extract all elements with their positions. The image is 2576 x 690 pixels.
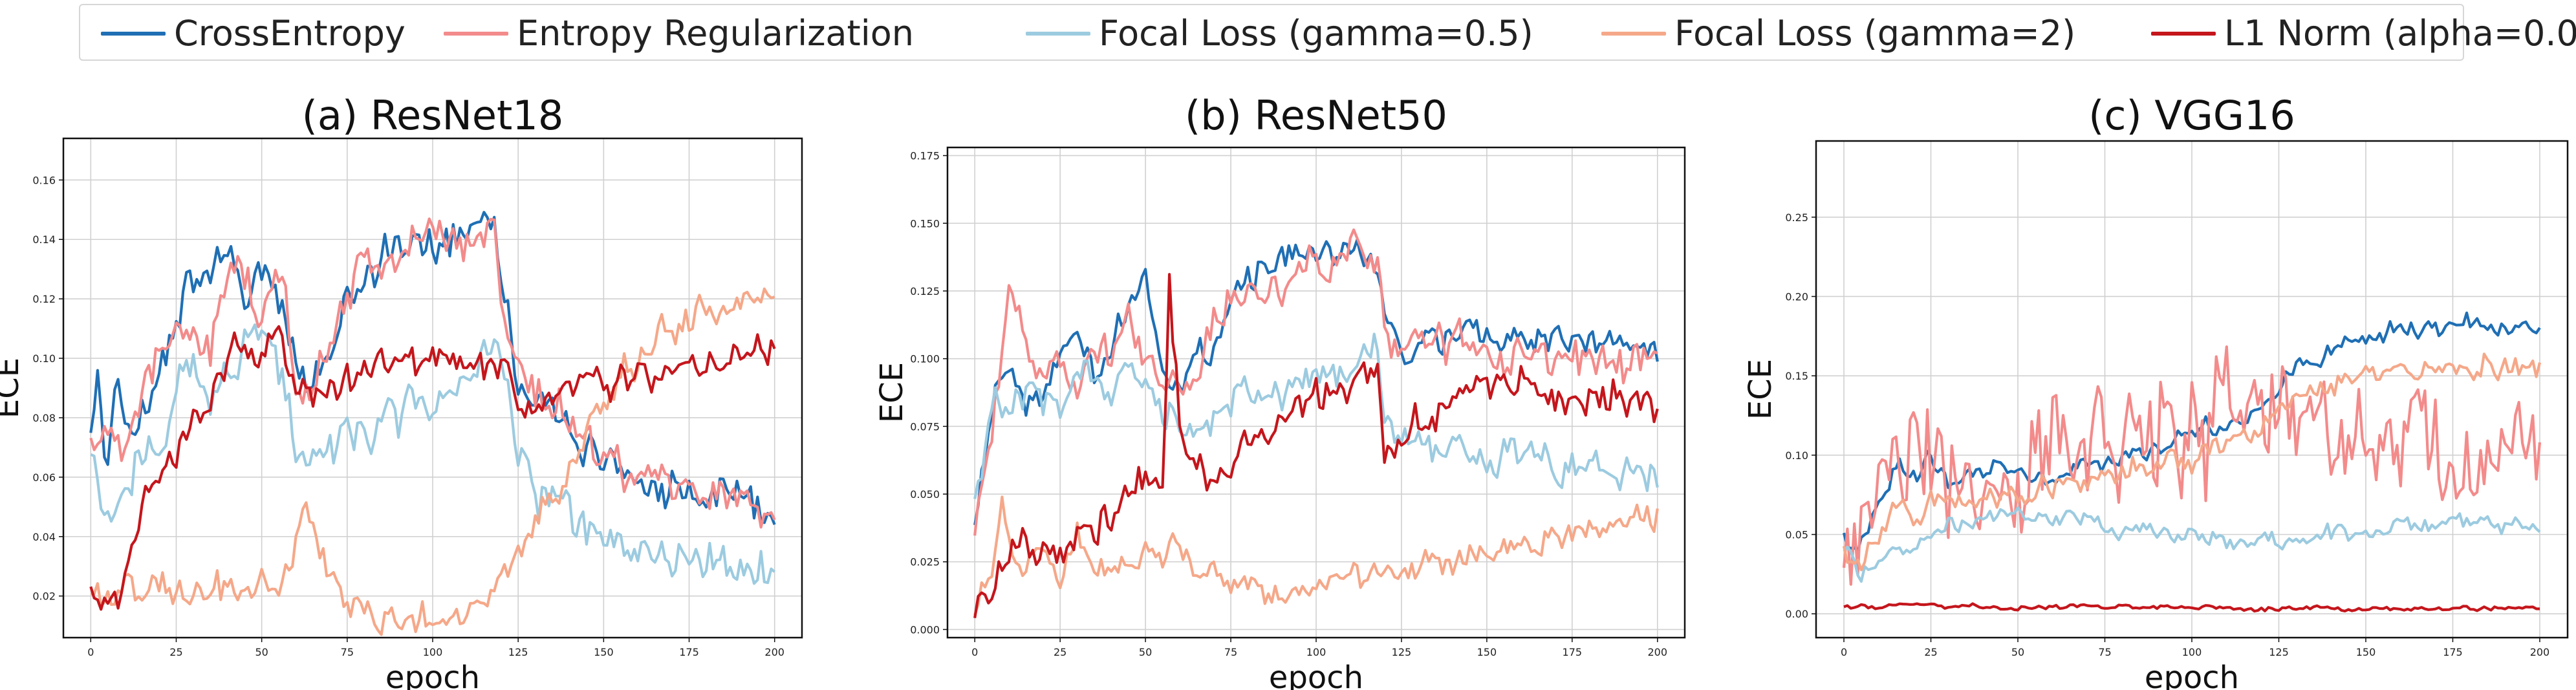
y-tick-label: 0.06 <box>32 471 56 484</box>
x-tick-label: 25 <box>1054 646 1066 658</box>
series-line-1 <box>89 217 776 529</box>
y-tick-label: 0.08 <box>32 412 56 424</box>
y-tick-label: 0.25 <box>1785 211 1808 224</box>
x-tick-label: 25 <box>169 646 182 658</box>
grid <box>63 138 802 638</box>
y-tick-label: 0.050 <box>910 488 940 501</box>
chart-title: (c) VGG16 <box>2088 92 2295 139</box>
y-tick-label: 0.000 <box>910 623 940 636</box>
legend-swatch <box>101 32 166 36</box>
series-line-2 <box>90 323 776 585</box>
legend-label: Entropy Regularization <box>517 13 914 54</box>
x-tick-label: 0 <box>87 646 94 658</box>
x-tick-label: 25 <box>1924 646 1937 658</box>
y-tick-label: 0.20 <box>1785 290 1808 303</box>
legend-swatch <box>2151 32 2216 36</box>
x-tick-label: 75 <box>2098 646 2111 658</box>
x-tick-label: 125 <box>508 646 528 658</box>
y-tick-label: 0.16 <box>32 174 56 186</box>
y-axis-label: ECE <box>0 358 26 418</box>
y-tick-label: 0.15 <box>1785 370 1808 382</box>
y-tick-label: 0.150 <box>910 217 940 230</box>
x-tick-label: 0 <box>971 646 978 658</box>
x-tick-label: 200 <box>2530 646 2550 658</box>
y-tick-label: 0.025 <box>910 556 940 568</box>
legend-label: L1 Norm (alpha=0.05) <box>2224 13 2576 54</box>
y-tick-label: 0.10 <box>32 352 56 365</box>
y-tick-label: 0.00 <box>1785 608 1808 620</box>
chart-panel-c: (c) VGG16 0 25 50 75 100 125 150 175 200 0.00 0.05 0… <box>1742 92 2569 690</box>
legend-label: CrossEntropy <box>174 13 406 54</box>
legend: CrossEntropy Entropy Regularization Focal … <box>79 4 2576 61</box>
x-tick-label: 100 <box>2182 646 2202 658</box>
y-tick-label: 0.02 <box>32 590 56 603</box>
series-line-4 <box>89 325 776 611</box>
series-line-4 <box>1843 602 2540 613</box>
series-line-2 <box>973 332 1659 499</box>
x-axis-label: epoch <box>385 660 480 690</box>
series-line-0 <box>1842 311 2541 553</box>
x-tick-label: 50 <box>1139 646 1152 658</box>
y-axis-label: ECE <box>874 362 910 423</box>
legend-label: Focal Loss (gamma=0.5) <box>1099 13 1533 54</box>
series-line-3 <box>1842 352 2542 572</box>
series-group <box>1842 311 2542 613</box>
x-tick-label: 0 <box>1841 646 1847 658</box>
y-tick-label: 0.175 <box>910 150 940 162</box>
x-tick-label: 100 <box>1306 646 1326 658</box>
y-tick-label: 0.04 <box>32 531 56 543</box>
y-tick-label: 0.12 <box>32 293 56 305</box>
x-tick-label: 125 <box>1392 646 1412 658</box>
y-tick-label: 0.10 <box>1785 449 1808 462</box>
x-axis-label: epoch <box>2145 660 2239 690</box>
x-tick-label: 200 <box>764 646 785 658</box>
y-tick-label: 0.14 <box>32 233 56 246</box>
series-group <box>89 211 776 636</box>
series-line-2 <box>1843 506 2541 583</box>
x-tick-label: 150 <box>1477 646 1497 658</box>
x-tick-label: 125 <box>2269 646 2289 658</box>
series-line-3 <box>973 495 1659 616</box>
series-line-1 <box>1842 345 2542 586</box>
x-tick-label: 150 <box>594 646 614 658</box>
x-tick-label: 175 <box>679 646 699 658</box>
x-tick-label: 100 <box>423 646 443 658</box>
y-tick-label: 0.05 <box>1785 529 1808 541</box>
series-line-3 <box>91 287 775 636</box>
chart-panel-b: (b) ResNet50 0 25 50 75 100 125 150 175 200 0.000 0… <box>874 92 1686 690</box>
y-tick-label: 0.100 <box>910 353 940 365</box>
x-tick-label: 50 <box>255 646 268 658</box>
chart-title: (a) ResNet18 <box>302 92 564 139</box>
series-line-0 <box>89 211 776 525</box>
x-tick-label: 50 <box>2011 646 2024 658</box>
y-tick-label: 0.075 <box>910 420 940 433</box>
legend-swatch <box>1601 32 1666 36</box>
chart-panel-a: (a) ResNet18 0 25 50 75 100 125 150 175 200 0.02 0.… <box>0 92 803 690</box>
series-line-1 <box>973 228 1658 536</box>
x-axis-label: epoch <box>1269 660 1363 690</box>
legend-label: Focal Loss (gamma=2) <box>1674 13 2076 54</box>
legend-swatch <box>444 32 508 36</box>
y-axis-label: ECE <box>1742 359 1779 420</box>
x-tick-label: 75 <box>1224 646 1237 658</box>
x-tick-label: 75 <box>341 646 354 658</box>
x-tick-label: 175 <box>2443 646 2463 658</box>
grid <box>1816 141 2568 638</box>
x-tick-label: 150 <box>2356 646 2376 658</box>
legend-swatch <box>1026 32 1090 36</box>
series-group <box>973 228 1659 619</box>
chart-title: (b) ResNet50 <box>1185 92 1447 139</box>
x-tick-label: 200 <box>1648 646 1668 658</box>
x-tick-label: 175 <box>1563 646 1583 658</box>
grid <box>947 147 1685 638</box>
y-tick-label: 0.125 <box>910 285 940 297</box>
series-line-4 <box>973 273 1659 619</box>
